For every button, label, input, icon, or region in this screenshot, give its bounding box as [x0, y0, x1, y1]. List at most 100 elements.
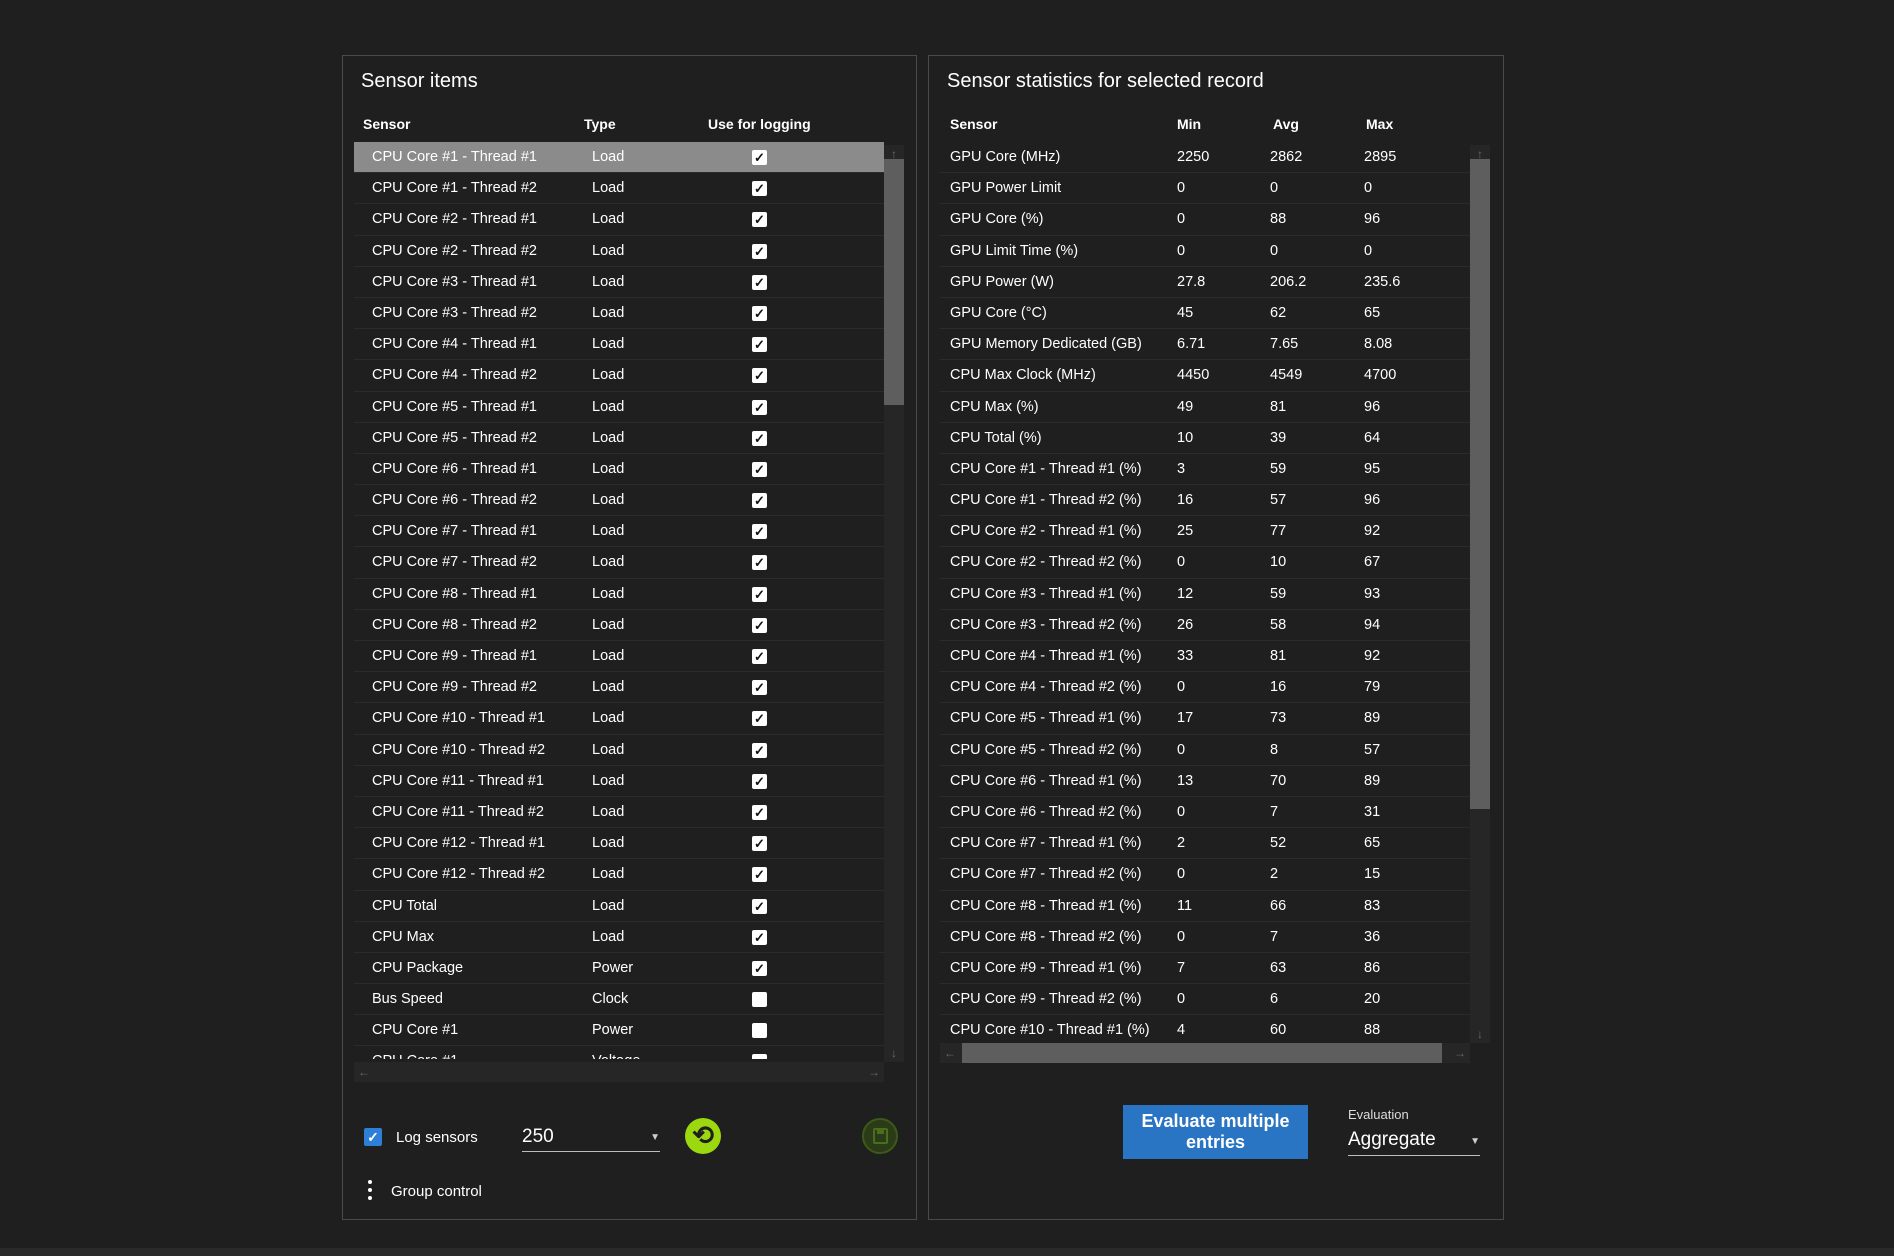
table-row[interactable]: CPU Core #7 - Thread #1 Load ✓ — [354, 516, 884, 548]
table-row[interactable]: CPU Core #3 - Thread #2 (%) 26 58 94 — [940, 610, 1470, 641]
table-row[interactable]: CPU Core #7 - Thread #2 Load ✓ — [354, 547, 884, 579]
table-row[interactable]: Bus Speed Clock — [354, 984, 884, 1016]
table-row[interactable]: CPU Core #10 - Thread #1 Load ✓ — [354, 703, 884, 735]
table-row[interactable]: CPU Core #4 - Thread #2 Load ✓ — [354, 360, 884, 392]
table-row[interactable]: CPU Core #2 - Thread #2 Load ✓ — [354, 236, 884, 267]
table-row[interactable]: CPU Core #9 - Thread #1 Load ✓ — [354, 641, 884, 673]
use-for-logging-checkbox[interactable]: ✓ — [752, 711, 767, 727]
interval-select[interactable]: 250 ▼ — [522, 1122, 660, 1152]
use-for-logging-checkbox[interactable] — [752, 992, 767, 1008]
use-for-logging-checkbox[interactable] — [752, 1054, 767, 1059]
scroll-down-icon[interactable]: ↓ — [1477, 1027, 1483, 1041]
table-row[interactable]: CPU Max Clock (MHz) 4450 4549 4700 — [940, 360, 1470, 392]
table-row[interactable]: CPU Total (%) 10 39 64 — [940, 423, 1470, 454]
table-row[interactable]: CPU Core #6 - Thread #1 (%) 13 70 89 — [940, 766, 1470, 797]
column-header-sensor[interactable]: Sensor — [363, 116, 411, 132]
use-for-logging-checkbox[interactable]: ✓ — [752, 274, 767, 290]
use-for-logging-checkbox[interactable]: ✓ — [752, 586, 767, 602]
use-for-logging-checkbox[interactable]: ✓ — [752, 368, 767, 384]
column-header-type[interactable]: Type — [584, 116, 616, 132]
table-row[interactable]: GPU Core (MHz) 2250 2862 2895 — [940, 142, 1470, 174]
column-header-sensor[interactable]: Sensor — [950, 116, 998, 132]
horizontal-scrollbar[interactable]: ← → — [354, 1062, 884, 1082]
use-for-logging-checkbox[interactable]: ✓ — [752, 430, 767, 446]
scrollbar-thumb[interactable] — [962, 1043, 1442, 1063]
use-for-logging-checkbox[interactable]: ✓ — [752, 305, 767, 321]
use-for-logging-checkbox[interactable]: ✓ — [752, 617, 767, 633]
scroll-left-icon[interactable]: ← — [944, 1046, 956, 1060]
column-header-logging[interactable]: Use for logging — [708, 116, 811, 132]
use-for-logging-checkbox[interactable]: ✓ — [752, 804, 767, 820]
table-row[interactable]: CPU Core #8 - Thread #1 Load ✓ — [354, 579, 884, 610]
use-for-logging-checkbox[interactable]: ✓ — [752, 960, 767, 976]
table-row[interactable]: CPU Core #1 - Thread #1 Load ✓ — [354, 142, 884, 174]
use-for-logging-checkbox[interactable]: ✓ — [752, 555, 767, 571]
table-row[interactable]: CPU Core #9 - Thread #2 Load ✓ — [354, 672, 884, 704]
evaluate-multiple-entries-button[interactable]: Evaluate multiple entries — [1123, 1105, 1308, 1159]
scrollbar-thumb[interactable] — [1470, 159, 1490, 809]
scroll-down-icon[interactable]: ↓ — [891, 1046, 897, 1060]
table-row[interactable]: CPU Core #9 - Thread #1 (%) 7 63 86 — [940, 953, 1470, 985]
use-for-logging-checkbox[interactable]: ✓ — [752, 867, 767, 883]
table-row[interactable]: CPU Core #4 - Thread #1 (%) 33 81 92 — [940, 641, 1470, 673]
table-row[interactable]: CPU Core #11 - Thread #1 Load ✓ — [354, 766, 884, 797]
use-for-logging-checkbox[interactable] — [752, 1023, 767, 1039]
table-row[interactable]: CPU Core #9 - Thread #2 (%) 0 6 20 — [940, 984, 1470, 1016]
table-row[interactable]: CPU Core #10 - Thread #1 (%) 4 60 88 — [940, 1015, 1470, 1040]
use-for-logging-checkbox[interactable]: ✓ — [752, 243, 767, 259]
table-row[interactable]: CPU Core #8 - Thread #1 (%) 11 66 83 — [940, 891, 1470, 922]
table-row[interactable]: CPU Core #4 - Thread #1 Load ✓ — [354, 329, 884, 361]
table-row[interactable]: CPU Total Load ✓ — [354, 891, 884, 922]
table-row[interactable]: CPU Core #6 - Thread #2 Load ✓ — [354, 485, 884, 517]
table-row[interactable]: CPU Core #1 - Thread #1 (%) 3 59 95 — [940, 454, 1470, 486]
table-row[interactable]: CPU Core #2 - Thread #1 (%) 25 77 92 — [940, 516, 1470, 548]
use-for-logging-checkbox[interactable]: ✓ — [752, 773, 767, 789]
use-for-logging-checkbox[interactable]: ✓ — [752, 337, 767, 353]
scroll-up-icon[interactable]: ↑ — [1477, 147, 1483, 161]
scroll-up-icon[interactable]: ↑ — [891, 147, 897, 161]
table-row[interactable]: GPU Memory Dedicated (GB) 6.71 7.65 8.08 — [940, 329, 1470, 361]
table-row[interactable]: GPU Power (W) 27.8 206.2 235.6 — [940, 267, 1470, 298]
scroll-right-icon[interactable]: → — [868, 1065, 880, 1079]
vertical-scrollbar[interactable]: ↑ ↓ — [1470, 145, 1490, 1043]
sensor-items-list[interactable]: CPU Core #1 - Thread #1 Load ✓ CPU Core #1 … — [354, 142, 884, 1059]
column-header-max[interactable]: Max — [1366, 116, 1394, 132]
table-row[interactable]: CPU Max (%) 49 81 96 — [940, 392, 1470, 423]
column-header-min[interactable]: Min — [1177, 116, 1202, 132]
table-row[interactable]: CPU Core #6 - Thread #2 (%) 0 7 31 — [940, 797, 1470, 829]
use-for-logging-checkbox[interactable]: ✓ — [752, 742, 767, 758]
column-header-avg[interactable]: Avg — [1273, 116, 1299, 132]
use-for-logging-checkbox[interactable]: ✓ — [752, 524, 767, 540]
table-row[interactable]: CPU Core #11 - Thread #2 Load ✓ — [354, 797, 884, 829]
use-for-logging-checkbox[interactable]: ✓ — [752, 649, 767, 664]
table-row[interactable]: CPU Core #3 - Thread #1 (%) 12 59 93 — [940, 579, 1470, 610]
group-control-label[interactable]: Group control — [391, 1183, 482, 1200]
table-row[interactable]: CPU Core #3 - Thread #1 Load ✓ — [354, 267, 884, 298]
table-row[interactable]: CPU Core #12 - Thread #1 Load ✓ — [354, 828, 884, 860]
use-for-logging-checkbox[interactable]: ✓ — [752, 680, 767, 696]
refresh-button[interactable]: ⟲ — [685, 1118, 721, 1154]
table-row[interactable]: CPU Max Load ✓ — [354, 922, 884, 953]
table-row[interactable]: CPU Core #6 - Thread #1 Load ✓ — [354, 454, 884, 486]
table-row[interactable]: CPU Package Power ✓ — [354, 953, 884, 985]
evaluation-select[interactable]: Aggregate ▼ — [1348, 1126, 1480, 1156]
use-for-logging-checkbox[interactable]: ✓ — [752, 150, 767, 165]
table-row[interactable]: CPU Core #1 - Thread #2 Load ✓ — [354, 173, 884, 205]
use-for-logging-checkbox[interactable]: ✓ — [752, 212, 767, 228]
table-row[interactable]: CPU Core #10 - Thread #2 Load ✓ — [354, 735, 884, 766]
table-row[interactable]: GPU Core (%) 0 88 96 — [940, 204, 1470, 236]
scroll-right-icon[interactable]: → — [1454, 1046, 1466, 1060]
table-row[interactable]: GPU Core (°C) 45 62 65 — [940, 298, 1470, 330]
table-row[interactable]: CPU Core #7 - Thread #1 (%) 2 52 65 — [940, 828, 1470, 860]
scroll-left-icon[interactable]: ← — [358, 1065, 370, 1079]
table-row[interactable]: CPU Core #12 - Thread #2 Load ✓ — [354, 859, 884, 891]
table-row[interactable]: CPU Core #3 - Thread #2 Load ✓ — [354, 298, 884, 330]
table-row[interactable]: GPU Limit Time (%) 0 0 0 — [940, 236, 1470, 267]
table-row[interactable]: CPU Core #8 - Thread #2 (%) 0 7 36 — [940, 922, 1470, 953]
kebab-menu-icon[interactable] — [367, 1180, 373, 1202]
table-row[interactable]: GPU Power Limit 0 0 0 — [940, 173, 1470, 205]
use-for-logging-checkbox[interactable]: ✓ — [752, 493, 767, 509]
table-row[interactable]: CPU Core #2 - Thread #2 (%) 0 10 67 — [940, 547, 1470, 579]
table-row[interactable]: CPU Core #1 Voltage — [354, 1046, 884, 1059]
table-row[interactable]: CPU Core #4 - Thread #2 (%) 0 16 79 — [940, 672, 1470, 704]
